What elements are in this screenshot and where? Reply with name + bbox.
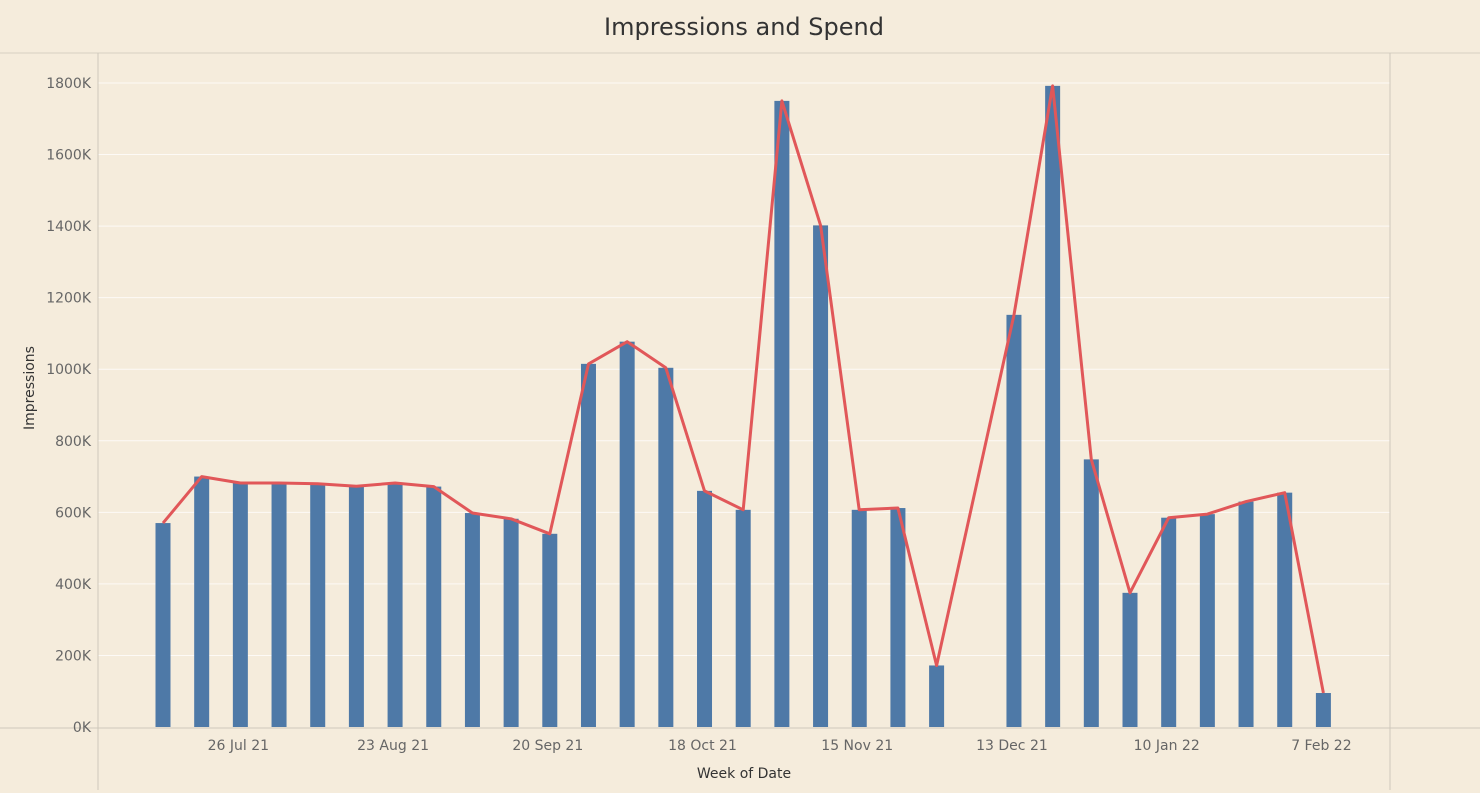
y-tick-label: 800K xyxy=(55,434,92,450)
bar xyxy=(1238,501,1254,727)
x-tick-label: 13 Dec 21 xyxy=(976,738,1048,754)
y-axis-title: Impressions xyxy=(22,346,38,430)
y-tick-label: 200K xyxy=(55,648,92,664)
bar xyxy=(697,490,713,727)
x-tick-label: 18 Oct 21 xyxy=(668,738,737,754)
bar xyxy=(232,482,248,727)
bar xyxy=(1277,492,1293,727)
y-tick-label: 1000K xyxy=(46,362,92,378)
bar xyxy=(890,508,906,727)
bar xyxy=(348,486,364,727)
y-tick-label: 600K xyxy=(55,505,92,521)
bar xyxy=(542,533,558,727)
y-tick-label: 1200K xyxy=(46,291,92,307)
bar xyxy=(1006,314,1022,727)
bar xyxy=(1161,517,1177,727)
x-tick-label: 23 Aug 21 xyxy=(357,738,429,754)
bar xyxy=(929,665,945,727)
line-series xyxy=(161,84,1325,694)
x-tick-label: 20 Sep 21 xyxy=(512,738,583,754)
bar xyxy=(1199,514,1215,727)
bar xyxy=(1315,693,1331,727)
bar xyxy=(580,363,596,727)
bar xyxy=(155,523,171,727)
y-tick-label: 400K xyxy=(55,577,92,593)
x-tick-label: 15 Nov 21 xyxy=(821,738,893,754)
y-tick-label: 1800K xyxy=(46,76,92,92)
bar-series xyxy=(155,85,1331,727)
bar xyxy=(426,486,442,727)
axes-frame xyxy=(0,53,1480,790)
y-tick-label: 1600K xyxy=(46,148,92,164)
bar xyxy=(310,483,326,727)
bar xyxy=(774,100,790,727)
bar xyxy=(851,509,867,727)
bar xyxy=(464,513,480,727)
y-tick-label: 0K xyxy=(73,720,92,736)
bar xyxy=(1045,85,1061,727)
y-tick-label: 1400K xyxy=(46,219,92,235)
x-tick-labels: 26 Jul 21 23 Aug 21 20 Sep 21 18 Oct 21 15 N… xyxy=(208,738,1352,754)
bar xyxy=(735,509,751,727)
chart-title: Impressions and Spend xyxy=(604,13,884,41)
bar xyxy=(619,341,635,727)
x-tick-label: 7 Feb 22 xyxy=(1291,738,1351,754)
bar xyxy=(387,482,403,727)
x-axis-title: Week of Date xyxy=(697,766,791,782)
bar xyxy=(658,367,674,727)
bar xyxy=(503,518,519,727)
y-tick-labels: 0K 200K 400K 600K 800K 1000K 1200K 1400K 1600K 18… xyxy=(46,76,92,736)
x-tick-label: 10 Jan 22 xyxy=(1134,738,1200,754)
bar xyxy=(1083,459,1099,727)
bar xyxy=(813,225,829,727)
bar xyxy=(271,482,287,727)
bar xyxy=(194,476,210,727)
x-tick-label: 26 Jul 21 xyxy=(208,738,269,754)
bar xyxy=(1122,592,1138,727)
